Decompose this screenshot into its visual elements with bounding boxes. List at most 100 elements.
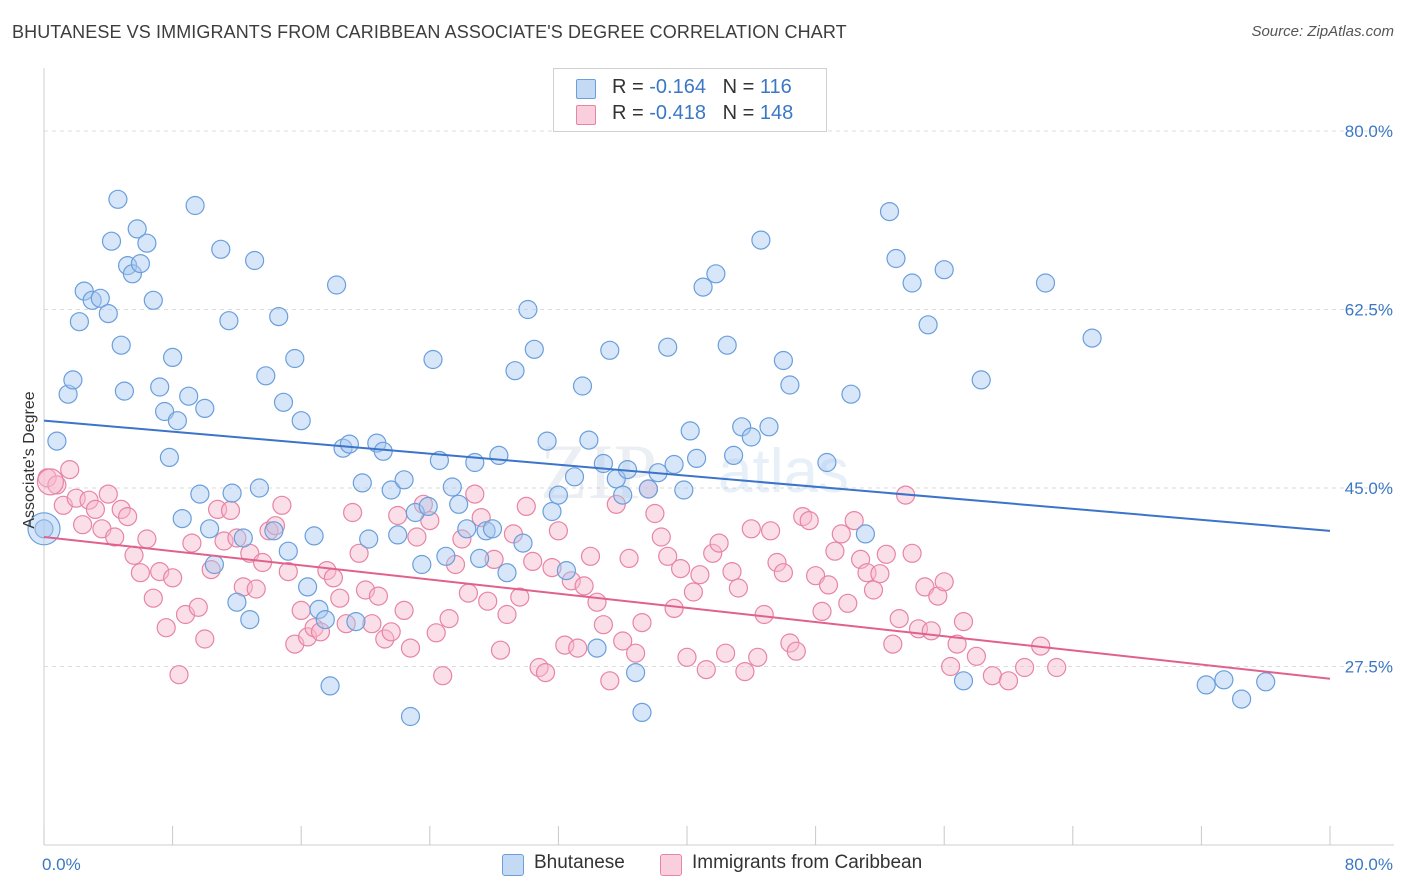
bhutanese-point-6	[82, 290, 102, 310]
bhutanese-point-124	[1035, 273, 1056, 293]
series-bhutanese	[27, 189, 1276, 727]
bhutanese-point-108	[732, 417, 752, 437]
caribbean-point-116	[786, 641, 806, 661]
bhutanese-point-111	[759, 417, 779, 437]
caribbean-point-29	[227, 528, 247, 548]
bhutanese-point-129	[1256, 672, 1276, 692]
caribbean-point-36	[272, 495, 292, 515]
caribbean-point-95	[651, 527, 671, 547]
bhutanese-point-115	[841, 384, 861, 404]
bhutanese-point-100	[664, 454, 684, 475]
bhutanese-point-55	[352, 473, 372, 493]
bhutanese-point-38	[249, 478, 269, 498]
bhutanese-point-110	[751, 230, 771, 250]
caribbean-point-86	[593, 615, 614, 635]
caribbean-point-105	[715, 643, 736, 663]
caribbean-point-74	[516, 496, 536, 516]
bhutanese-point-41	[269, 307, 289, 327]
caribbean-point-89	[613, 631, 633, 651]
bhutanese-point-28	[195, 398, 215, 418]
bhutanese-point-40	[264, 521, 284, 541]
x-tick-label-0: 0.0%	[42, 855, 81, 874]
bhutanese-point-47	[304, 526, 324, 546]
bhutanese-point-64	[412, 554, 432, 575]
caribbean-point-108	[735, 661, 755, 682]
bhutanese-point-31	[211, 239, 231, 259]
bhutanese-point-67	[429, 450, 449, 471]
bhutanese-point-65	[418, 496, 438, 516]
bhutanese-point-11	[111, 335, 131, 355]
caribbean-point-24	[195, 629, 215, 649]
caribbean-point-92	[632, 612, 652, 633]
bhutanese-point-83	[542, 501, 562, 522]
bhutanese-point-88	[579, 430, 599, 450]
caribbean-point-102	[696, 659, 716, 680]
caribbean-point-107	[728, 578, 749, 598]
bhutanese-point-37	[245, 250, 265, 271]
trendlines	[43, 419, 1331, 680]
bhutanese-point-85	[556, 560, 577, 581]
bhutanese-point-104	[693, 277, 713, 297]
bhutanese-point-48	[309, 599, 329, 620]
caribbean-point-140	[940, 656, 961, 677]
bhutanese-point-14	[122, 264, 142, 284]
bhutanese-point-101	[674, 480, 694, 500]
caribbean-point-65	[458, 583, 478, 603]
caribbean-cluster-point	[36, 468, 65, 496]
caribbean-point-114	[773, 563, 794, 583]
caribbean-point-10	[105, 527, 125, 547]
bhutanese-point-78	[505, 361, 525, 381]
caribbean-point-143	[966, 646, 987, 666]
bhutanese-point-102	[680, 421, 700, 441]
bhutanese-point-79	[513, 533, 533, 553]
caribbean-point-106	[722, 561, 742, 582]
bhutanese-point-44	[285, 348, 305, 369]
bhutanese-point-120	[918, 315, 938, 335]
bhutanese-point-24	[172, 508, 192, 529]
caribbean-point-139	[934, 572, 954, 592]
bhutanese-point-116	[855, 524, 876, 544]
caribbean-point-132	[889, 608, 909, 629]
caribbean-point-85	[587, 592, 607, 612]
bhutanese-point-70	[449, 494, 469, 514]
caribbean-point-101	[690, 565, 710, 585]
bhutanese-point-103	[686, 448, 707, 468]
bhutanese-point-43	[278, 541, 298, 561]
caribbean-point-52	[375, 629, 395, 649]
caribbean-point-131	[883, 634, 903, 654]
caribbean-point-91	[625, 643, 646, 663]
bhutanese-point-112	[773, 350, 794, 371]
caribbean-point-84	[580, 546, 601, 566]
bhutanese-point-91	[600, 340, 620, 360]
caribbean-point-142	[953, 611, 974, 632]
correlation-legend: R = -0.164 N = 116 R = -0.418 N = 148	[553, 68, 827, 132]
caribbean-point-59	[420, 510, 440, 531]
caribbean-point-145	[998, 671, 1019, 691]
bhutanese-point-96	[632, 702, 652, 723]
bhutanese-point-18	[143, 290, 163, 310]
tick-labels: 27.5% 45.0% 62.5% 80.0% 0.0% 80.0%	[42, 122, 1393, 874]
caribbean-point-51	[368, 586, 388, 606]
y-tick-label-0: 27.5%	[1345, 658, 1393, 677]
bhutanese-point-60	[388, 525, 408, 545]
bhutanese-point-42	[273, 392, 294, 412]
y-tick-label-2: 62.5%	[1345, 301, 1393, 320]
bottom-legend-label-bhutanese: Bhutanese	[534, 852, 625, 873]
caribbean-point-57	[407, 527, 427, 547]
bhutanese-point-51	[327, 275, 347, 295]
bhutanese-point-66	[423, 349, 443, 370]
bhutanese-point-84	[548, 485, 569, 505]
bhutanese-point-1	[47, 431, 67, 451]
caribbean-point-20	[169, 665, 189, 685]
caribbean-point-37	[278, 561, 298, 582]
caribbean-point-124	[838, 593, 858, 613]
bhutanese-point-122	[953, 671, 974, 691]
bhutanese-point-33	[222, 483, 242, 503]
bhutanese-point-4	[69, 312, 90, 332]
bhutanese-point-93	[613, 485, 633, 505]
caribbean-point-23	[188, 597, 208, 617]
caribbean-point-78	[542, 557, 562, 578]
bhutanese-point-109	[741, 427, 761, 447]
bhutanese-point-121	[934, 260, 954, 280]
bhutanese-point-30	[204, 554, 224, 575]
